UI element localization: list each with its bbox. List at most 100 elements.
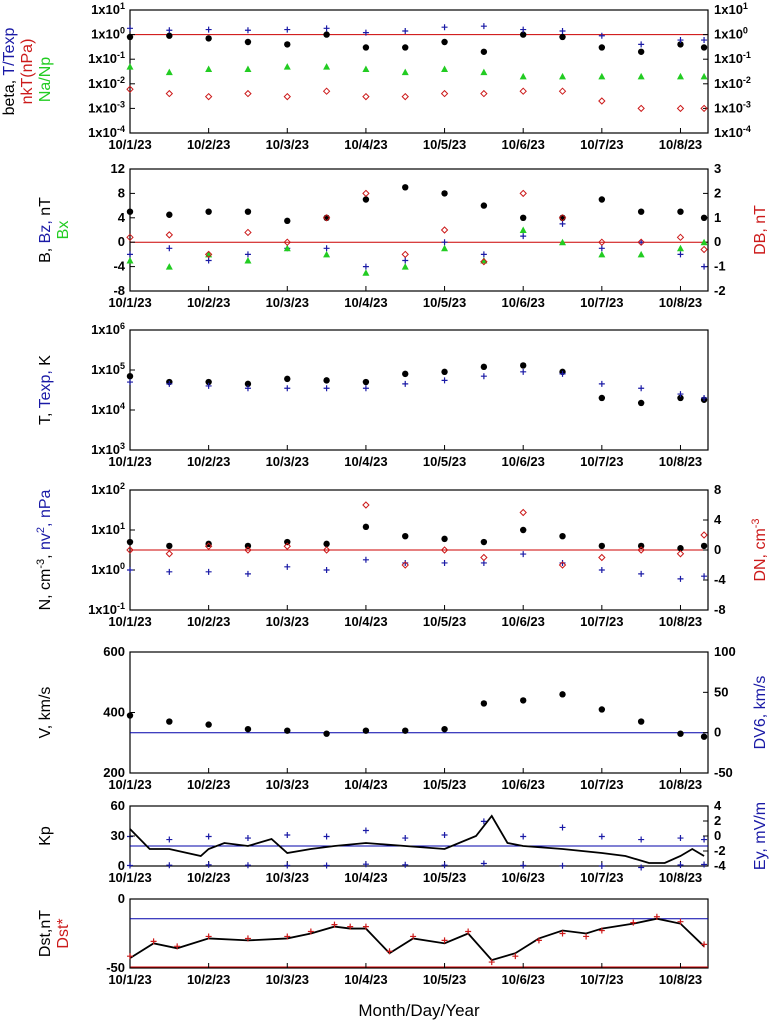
x-tick-label: 10/3/23 [266, 870, 309, 885]
x-tick-label: 10/6/23 [502, 295, 545, 310]
left-tick-label: 1x10-3 [88, 99, 125, 115]
right-tick-label: -2 [714, 283, 726, 298]
data-point [347, 923, 354, 930]
data-point [441, 725, 448, 733]
data-point [677, 918, 684, 925]
data-point [440, 226, 449, 234]
x-tick-label: 10/1/23 [108, 972, 151, 987]
series-n [126, 523, 708, 552]
data-point [677, 391, 684, 398]
data-point [244, 725, 252, 733]
left-tick-label: 8 [118, 185, 125, 200]
right-tick-label: 0 [714, 725, 721, 740]
right-tick-label: 8 [714, 482, 721, 497]
data-point [362, 727, 370, 734]
left-tick-label: 1x101 [91, 1, 125, 17]
left-tick-label: 0 [118, 891, 125, 906]
x-tick-label: 10/6/23 [502, 137, 545, 152]
data-point [441, 244, 449, 252]
data-point [559, 862, 566, 869]
data-point [676, 72, 684, 80]
data-point [701, 941, 708, 948]
left-tick-label: 1x105 [91, 361, 125, 377]
data-point [283, 238, 291, 246]
data-point [701, 573, 708, 580]
data-point [362, 196, 370, 203]
data-point [480, 257, 488, 264]
plot-frame [129, 898, 709, 969]
right-tick-label: 1x101 [714, 1, 748, 17]
series-t [126, 362, 708, 407]
data-point [362, 263, 369, 270]
data-point [284, 832, 291, 839]
data-point [519, 508, 527, 517]
right-tick-label: -8 [714, 602, 726, 617]
x-tick-label: 10/2/23 [187, 614, 230, 629]
data-point [519, 526, 527, 534]
data-point [362, 501, 370, 509]
data-point [322, 546, 331, 554]
data-point [637, 72, 645, 80]
data-point [323, 540, 330, 548]
data-point [520, 368, 527, 375]
right-tick-label: 100 [714, 644, 736, 659]
x-axis-title: Month/Day/Year [358, 1001, 480, 1020]
data-point [323, 214, 330, 221]
data-point [244, 546, 252, 554]
data-point [441, 862, 448, 869]
data-point [598, 32, 605, 39]
series-na-np [126, 63, 708, 80]
y-axis-label: Dst,nT [37, 910, 54, 957]
data-point [676, 244, 684, 252]
data-point [558, 87, 567, 95]
data-point [362, 189, 370, 198]
plot-frame [129, 329, 709, 451]
panel-dst: -50 0 10/1/23 10/2/23 10/3/23 10/4/23 10/5/23 1… [37, 891, 709, 987]
data-point [402, 727, 409, 734]
data-point [598, 97, 606, 105]
data-point [362, 44, 370, 51]
data-point [637, 250, 645, 258]
data-point [512, 953, 519, 960]
data-point [676, 104, 685, 113]
left-tick-label: 1x100 [91, 26, 125, 42]
data-point [598, 863, 605, 869]
data-point [401, 68, 409, 76]
data-point [323, 245, 330, 252]
x-tick-label: 10/3/23 [266, 972, 309, 987]
data-point [677, 37, 684, 44]
data-point [700, 531, 708, 539]
data-point [126, 85, 134, 93]
series-dv6 [127, 818, 708, 843]
data-point [205, 378, 212, 386]
data-point [127, 379, 133, 386]
data-point [638, 570, 645, 577]
data-point [700, 733, 708, 740]
data-point [323, 730, 330, 737]
x-tick-label: 10/1/23 [108, 614, 151, 629]
data-point [598, 542, 606, 550]
data-point [165, 263, 173, 270]
data-point [559, 370, 566, 377]
data-point [480, 553, 488, 562]
x-tick-label: 10/2/23 [187, 137, 230, 152]
data-point [441, 38, 448, 46]
data-point [410, 933, 417, 940]
data-point [244, 89, 252, 98]
data-point [480, 700, 488, 707]
x-tick-label: 10/3/23 [266, 137, 309, 152]
data-point [701, 37, 708, 44]
data-point [166, 862, 173, 869]
data-point [559, 72, 567, 80]
data-point [638, 836, 645, 843]
data-point [637, 208, 645, 215]
data-point [205, 933, 212, 940]
data-point [598, 196, 606, 203]
x-tick-label: 10/5/23 [423, 777, 466, 792]
data-point [323, 63, 331, 70]
data-point [598, 250, 606, 258]
data-point [205, 65, 213, 72]
data-point [244, 380, 252, 388]
data-point [559, 691, 566, 698]
data-point [166, 542, 173, 550]
